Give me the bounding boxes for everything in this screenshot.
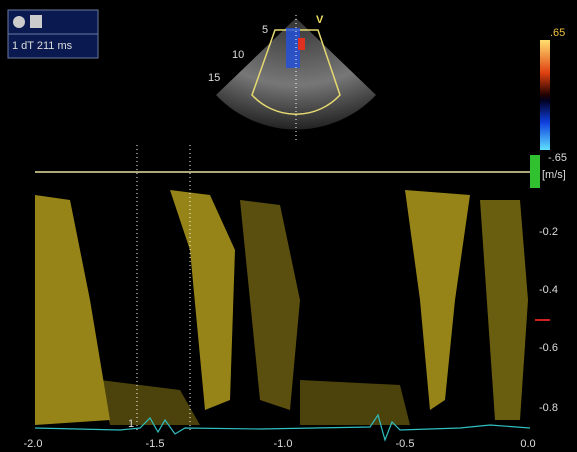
velocity-label: -0.2 xyxy=(539,226,558,238)
status-box: 1 dT 211 ms xyxy=(8,10,98,58)
time-label: -1.0 xyxy=(274,438,293,450)
color-flow xyxy=(286,28,300,68)
velocity-label: -0.8 xyxy=(539,402,558,414)
page: 1 dT 211 ms 5 10 15 V .65 -.65 [m/s] 1 -… xyxy=(0,0,577,452)
depth-label: 10 xyxy=(232,49,244,61)
depth-label: 5 xyxy=(262,24,268,36)
velocity-label: -0.4 xyxy=(539,284,558,296)
status-icon xyxy=(30,15,42,28)
time-label: -0.5 xyxy=(396,438,415,450)
time-label: -2.0 xyxy=(24,438,43,450)
velocity-label: -0.6 xyxy=(539,342,558,354)
color-bar xyxy=(540,40,550,150)
velocity-unit: [m/s] xyxy=(542,169,566,181)
baseline-marker xyxy=(530,155,540,188)
time-label: -1.5 xyxy=(146,438,165,450)
color-scale-bottom: -.65 xyxy=(548,152,567,164)
status-text: 1 dT 211 ms xyxy=(12,40,73,52)
ultrasound-screen: 1 dT 211 ms 5 10 15 V .65 -.65 [m/s] 1 -… xyxy=(0,0,577,452)
color-scale-top: .65 xyxy=(550,27,565,39)
status-icon xyxy=(13,16,25,28)
mode-label: V xyxy=(316,14,324,26)
spectral-flow xyxy=(300,380,410,425)
caliper-marker: 1 xyxy=(128,418,134,430)
color-flow xyxy=(298,38,305,50)
time-label: 0.0 xyxy=(520,438,535,450)
depth-label: 15 xyxy=(208,72,220,84)
